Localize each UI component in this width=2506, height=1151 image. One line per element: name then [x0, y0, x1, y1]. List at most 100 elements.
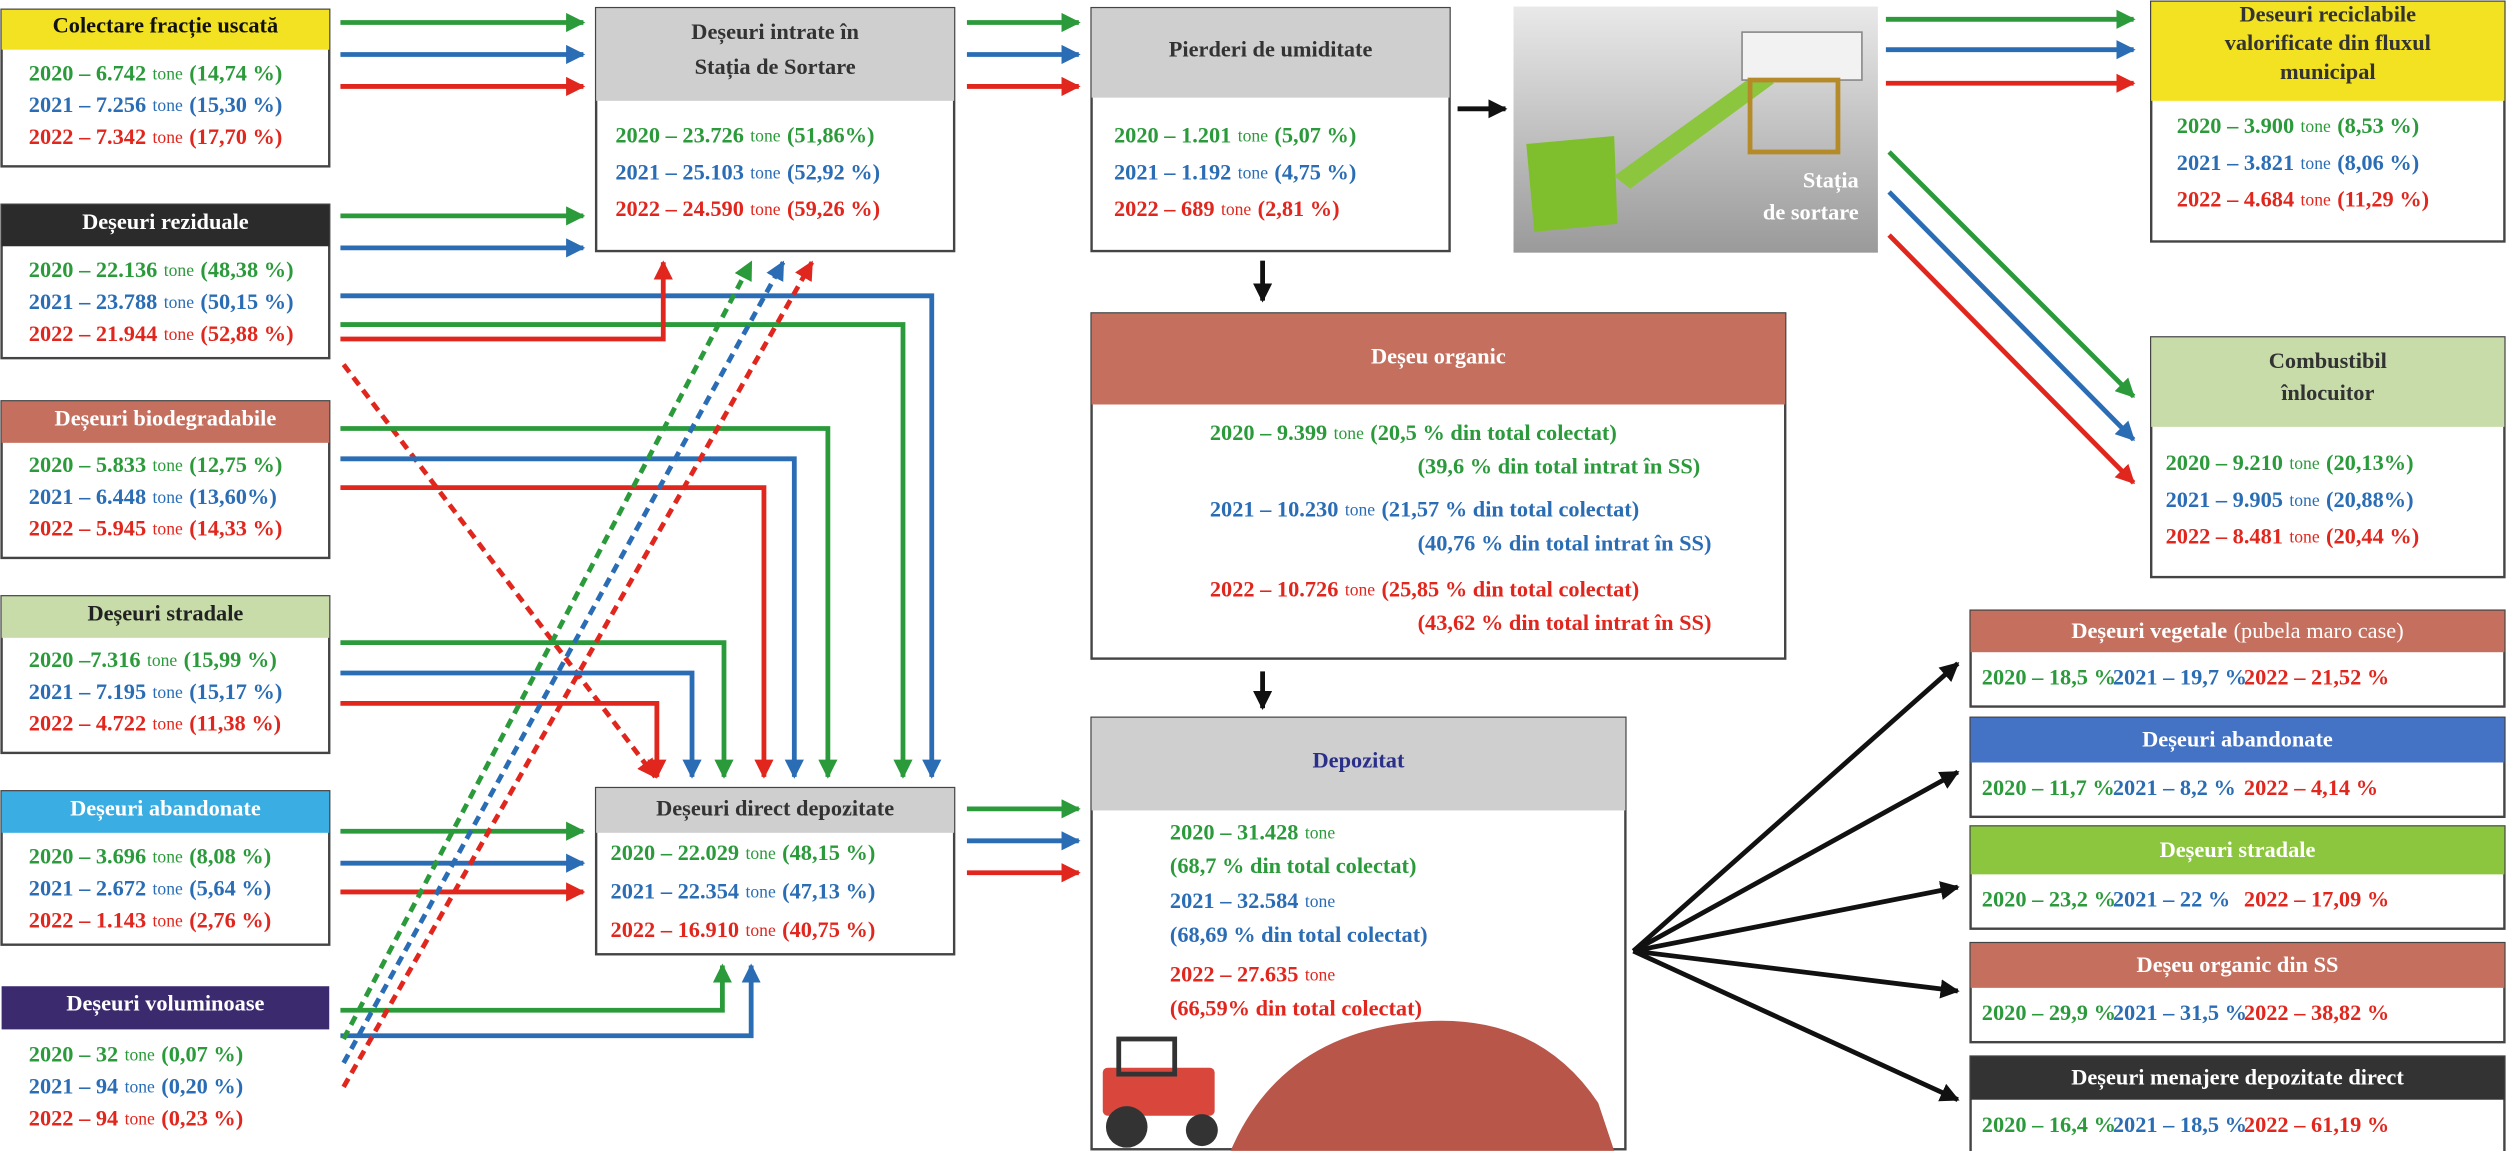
- row-label: 2021 – 7.195: [29, 679, 146, 704]
- info-box: Combustibilînlocuitor2020 – 9.210tone(20…: [2151, 337, 2504, 577]
- row-label: 2021 – 6.448: [29, 484, 146, 509]
- flow-arrow: [340, 262, 663, 339]
- row-unit: tone: [2301, 190, 2331, 210]
- box-title: Combustibil: [2269, 348, 2387, 373]
- result-note: (pubela maro case): [2234, 618, 2404, 643]
- data-row: 2020 –7.316tone(15,99 %): [29, 647, 277, 672]
- row-share: (5,64 %): [189, 875, 271, 900]
- row-unit: tone: [153, 127, 183, 147]
- row-label: 2021 – 25.103: [615, 159, 744, 184]
- data-row: 2020 – 32tone(0,07 %): [29, 1042, 243, 1067]
- row-label: 2022 – 4.722: [29, 711, 146, 736]
- flow-arrow: [1633, 772, 1957, 951]
- data-row: 2021 – 7.195 tone (15,17 %): [29, 679, 283, 704]
- row-unit: tone: [1334, 423, 1364, 443]
- row-share: (40,75 %): [782, 917, 875, 942]
- row-label: 2022 – 8.481: [2166, 524, 2283, 549]
- row-share-ss: (40,76 % din total intrat în SS): [1418, 530, 1712, 555]
- row-share: (14,33 %): [189, 516, 282, 541]
- row-label: 2022 – 21.944: [29, 321, 158, 346]
- row-share: (66,59% din total colectat): [1170, 995, 1422, 1020]
- row-unit: tone: [1305, 891, 1335, 911]
- row-unit: tone: [153, 455, 183, 475]
- box-title: Deșeuri abandonate: [70, 796, 261, 822]
- result-title: Deșeuri menajere depozitate direct: [2071, 1065, 2404, 1091]
- row-share: (17,70 %): [189, 124, 282, 149]
- row-unit: tone: [147, 650, 177, 670]
- row-unit: tone: [164, 324, 194, 344]
- flow-arrow: [340, 673, 692, 777]
- row-label: 2021 – 32.584: [1170, 888, 1299, 913]
- station-building: [1742, 32, 1862, 80]
- row-share: (59,26 %): [787, 196, 880, 221]
- row-share: (21,57 % din total colectat): [1381, 497, 1639, 522]
- truck-wheel: [1186, 1114, 1218, 1146]
- row-share: (13,60%): [189, 484, 277, 509]
- box-title: Deșeuri voluminoase: [66, 991, 264, 1017]
- flow-arrow: [340, 488, 764, 777]
- row-label: 2022 – 27.635: [1170, 962, 1299, 987]
- result-value: 2021 – 31,5 %: [2113, 1000, 2247, 1025]
- row-unit: tone: [1238, 126, 1268, 146]
- row-unit: tone: [153, 682, 183, 702]
- row-label: 2021 – 1.192: [1114, 159, 1231, 184]
- result-title-text: Deșeuri menajere depozitate direct: [2071, 1065, 2404, 1091]
- row-share-ss: (43,62 % din total intrat în SS): [1418, 610, 1712, 635]
- result-title-text: Deșeuri stradale: [2160, 837, 2316, 863]
- row-label: 2022 – 94: [29, 1106, 118, 1131]
- row-unit: tone: [164, 260, 194, 280]
- flow-arrow: [1633, 887, 1957, 951]
- row-unit: tone: [153, 878, 183, 898]
- flow-arrow: [1633, 663, 1957, 951]
- page: Colectare fracție uscată2020 – 6.742tone…: [0, 0, 2506, 1151]
- result-value: 2021 – 18,5 %: [2113, 1112, 2247, 1137]
- row-unit: tone: [125, 1045, 155, 1065]
- row-label: 2020 – 3.696: [29, 844, 146, 869]
- result-title-text: Deșeuri vegetale: [2071, 618, 2227, 644]
- row-share: (48,15 %): [782, 840, 875, 865]
- box-title: Deșeuri intrate în: [691, 19, 859, 45]
- truck-wheel: [1106, 1106, 1148, 1148]
- row-share: (15,17 %): [189, 679, 282, 704]
- row-share: (8,06 %): [2337, 150, 2419, 175]
- row-label: 2020 – 5.833: [29, 452, 146, 477]
- result-title: Deșeuri stradale: [2160, 837, 2316, 863]
- result-title: Deșeuri abandonate: [2142, 727, 2333, 753]
- flow-diagram: Colectare fracție uscată2020 – 6.742tone…: [0, 0, 2506, 1151]
- data-row: 2022 – 27.635tone: [1170, 962, 1335, 987]
- flow-arrow: [340, 428, 827, 776]
- row-share-ss: (39,6 % din total intrat în SS): [1418, 454, 1701, 479]
- row-share: (0,07 %): [161, 1042, 243, 1067]
- row-share: (25,85 % din total colectat): [1381, 577, 1639, 602]
- row-label: 2020 – 3.900: [2177, 113, 2294, 138]
- row-label: 2021 – 2.672: [29, 875, 146, 900]
- row-share: (11,38 %): [189, 711, 281, 736]
- row-unit: tone: [750, 126, 780, 146]
- result-value: 2022 – 4,14 %: [2244, 775, 2378, 800]
- result-title: Deșeu organic din SS: [2137, 952, 2339, 978]
- row-label: 2022 – 4.684: [2177, 187, 2294, 212]
- row-share: (68,7 % din total colectat): [1170, 853, 1417, 878]
- row-label: 2022 – 7.342: [29, 124, 146, 149]
- row-label: 2021 – 94: [29, 1074, 118, 1099]
- row-unit: tone: [1221, 199, 1251, 219]
- row-share: (11,29 %): [2337, 187, 2429, 212]
- row-share: (0,23 %): [161, 1106, 243, 1131]
- box-title: Stația de Sortare: [695, 54, 856, 80]
- flow-arrow: [1889, 192, 2134, 440]
- result-value: 2022 – 61,19 %: [2244, 1112, 2389, 1137]
- row-unit: tone: [153, 910, 183, 930]
- box-title: Deșeuri reziduale: [82, 209, 249, 235]
- row-label: 2021 – 3.821: [2177, 150, 2294, 175]
- result-value: 2020 – 29,9 %: [1982, 1000, 2116, 1025]
- data-row: 2022 – 7.342 tone (17,70 %): [29, 124, 283, 149]
- box-title: Deșeuri direct depozitate: [656, 796, 894, 822]
